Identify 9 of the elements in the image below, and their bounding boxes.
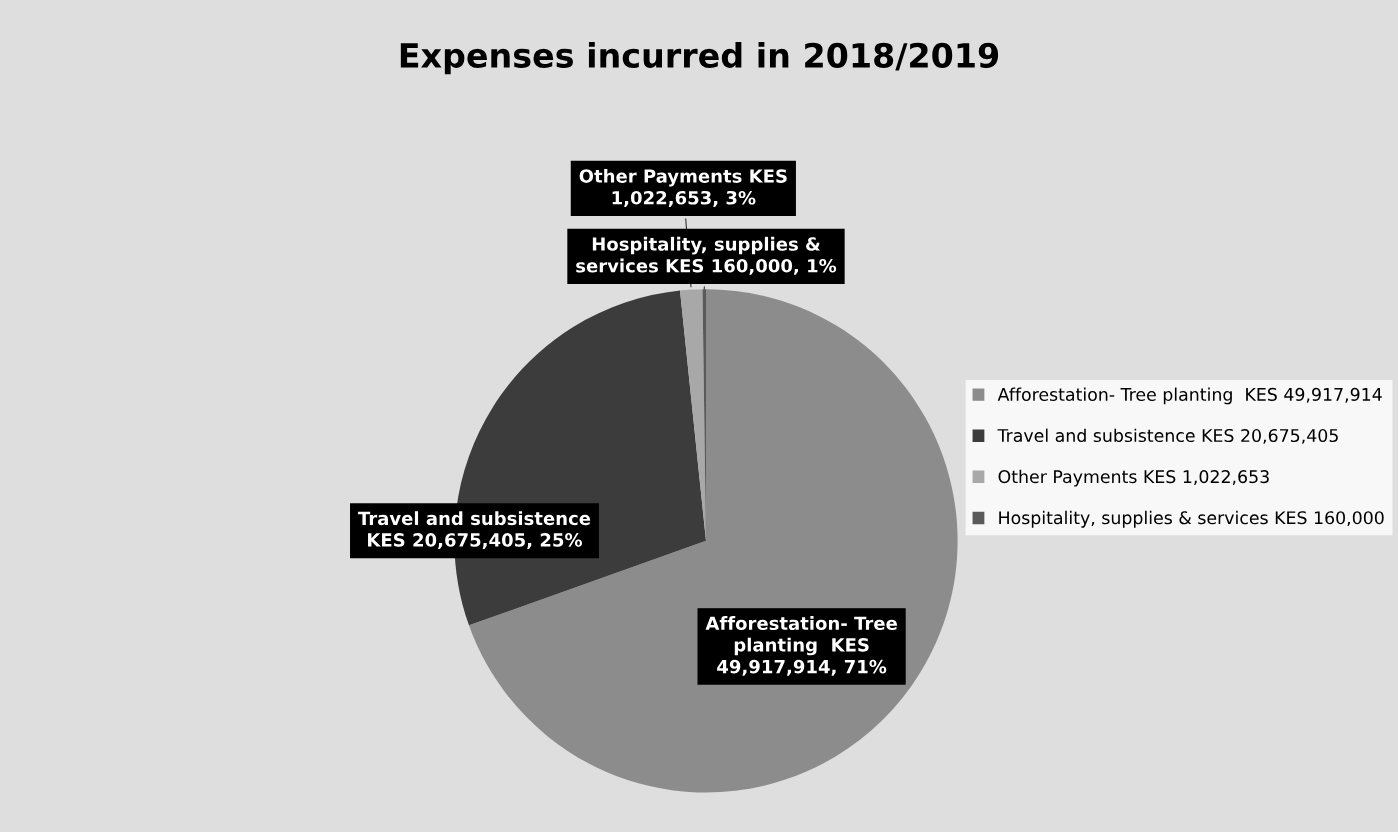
legend-label: Hospitality, supplies & services KES 160,000 bbox=[999, 510, 1384, 528]
legend-label: Travel and subsistence KES 20,675,405 bbox=[997, 428, 1338, 444]
data-label: Other Payments KES 1,022,653, 3% bbox=[579, 168, 787, 207]
legend-label: Afforestation- Tree planting KES 49,917,914 bbox=[997, 387, 1382, 405]
data-label: Afforestation- Tree planting KES 49,917,914, 71% bbox=[705, 616, 897, 676]
chart-title: Expenses incurred in 2018/2019 bbox=[400, 42, 999, 75]
legend-label: Other Payments KES 1,022,653 bbox=[998, 469, 1269, 487]
data-label: Hospitality, supplies & services KES 160,000, 1% bbox=[576, 236, 837, 275]
data-label: Travel and subsistence KES 20,675,405, 25% bbox=[358, 511, 591, 550]
